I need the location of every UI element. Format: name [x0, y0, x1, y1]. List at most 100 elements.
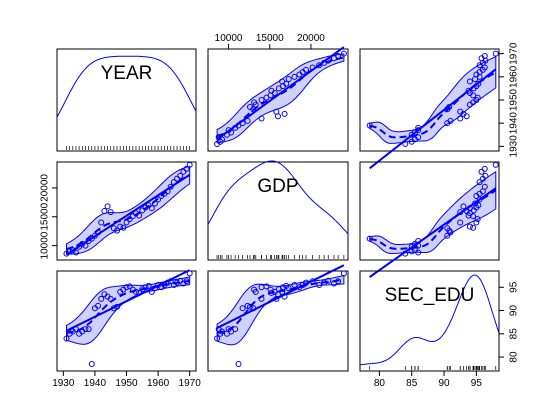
data-point: [174, 279, 181, 286]
data-point: [88, 361, 95, 368]
data-point: [79, 240, 86, 247]
data-point: [98, 295, 105, 302]
data-point: [475, 80, 482, 87]
data-point: [251, 286, 258, 293]
data-point: [476, 179, 483, 186]
data-point: [110, 305, 117, 312]
data-point: [481, 165, 488, 172]
data-point: [177, 172, 184, 179]
bottom-axis-year: 1930 1940 1950 1960 1970: [52, 370, 202, 389]
data-point: [316, 281, 323, 288]
data-point: [107, 209, 114, 216]
data-point: [457, 108, 464, 115]
data-point: [447, 117, 454, 124]
data-point: [117, 223, 124, 230]
data-point: [120, 224, 127, 231]
data-point: [114, 227, 121, 234]
data-point: [82, 326, 89, 333]
data-point: [148, 288, 155, 295]
data-point: [476, 196, 483, 203]
data-point: [291, 73, 298, 80]
data-point: [215, 326, 222, 333]
data-point: [325, 57, 332, 64]
data-point: [366, 235, 373, 242]
density-curve: [56, 55, 197, 118]
data-point: [273, 295, 280, 302]
data-point: [415, 127, 422, 134]
data-point: [250, 305, 257, 312]
data-point: [247, 103, 253, 110]
panel-gdp-vs-sec-edu: [359, 161, 500, 278]
data-point: [335, 278, 342, 285]
data-point: [123, 219, 130, 226]
regression-line: [216, 264, 345, 329]
tick-label: 1970: [509, 42, 520, 65]
data-point: [474, 94, 481, 101]
data-point: [72, 249, 79, 256]
data-point: [258, 295, 265, 302]
data-point: [316, 62, 323, 69]
data-point: [340, 50, 347, 57]
panel-frame: [359, 161, 500, 261]
panel-sec-edu-vs-year: [56, 269, 197, 372]
data-point: [465, 212, 472, 219]
data-point: [214, 335, 221, 342]
tick-label: 80: [509, 351, 520, 363]
data-point: [225, 326, 232, 333]
data-point: [136, 212, 143, 219]
tick-label: 85: [509, 328, 520, 340]
tick-label: 80: [374, 378, 386, 389]
data-point: [251, 99, 258, 106]
data-point: [415, 237, 422, 244]
tick-label: 1940: [84, 378, 107, 389]
tick-label: 1950: [509, 88, 520, 111]
data-point: [466, 205, 473, 212]
data-point: [66, 248, 73, 255]
data-point: [271, 288, 278, 295]
data-point: [145, 282, 152, 289]
tick-label: 1930: [509, 135, 520, 158]
tick-label: 90: [509, 305, 520, 317]
data-point: [481, 183, 488, 190]
regression-line: [369, 187, 497, 278]
data-point: [258, 115, 265, 122]
variable-label-year: YEAR: [101, 63, 153, 84]
data-point: [285, 76, 292, 83]
data-point: [325, 277, 332, 284]
data-point: [340, 270, 347, 277]
spread-band: [216, 53, 345, 144]
data-point: [239, 305, 246, 312]
data-point: [186, 270, 193, 277]
regression-line: [65, 173, 191, 256]
data-point: [279, 288, 286, 295]
data-point: [402, 141, 409, 148]
data-point: [268, 87, 275, 94]
data-point: [98, 219, 105, 226]
panel-year-vs-gdp: [207, 46, 349, 152]
tick-label: 15000: [40, 202, 51, 230]
data-point: [132, 288, 139, 295]
regression-line: [216, 46, 345, 141]
tick-label: 1960: [509, 65, 520, 88]
panel-sec-edu-vs-sec-edu: SEC_EDU: [359, 270, 500, 372]
tick-label: 20000: [40, 174, 51, 202]
data-point: [279, 78, 286, 85]
data-point: [167, 183, 174, 190]
rug-marks: [66, 146, 191, 150]
data-point: [482, 172, 489, 179]
data-point: [235, 361, 242, 368]
data-point: [273, 108, 280, 115]
data-point: [136, 289, 143, 296]
data-point: [225, 127, 232, 134]
data-point: [465, 87, 472, 94]
tick-label: 10000: [40, 231, 51, 259]
bottom-axis-sec-edu: 80 85 90 95: [374, 370, 482, 389]
panel-year-vs-sec-edu: [359, 48, 500, 170]
data-point: [164, 188, 171, 195]
tick-label: 1970: [179, 378, 202, 389]
rug-marks: [216, 255, 345, 259]
data-point: [85, 326, 92, 333]
data-point: [258, 97, 265, 103]
